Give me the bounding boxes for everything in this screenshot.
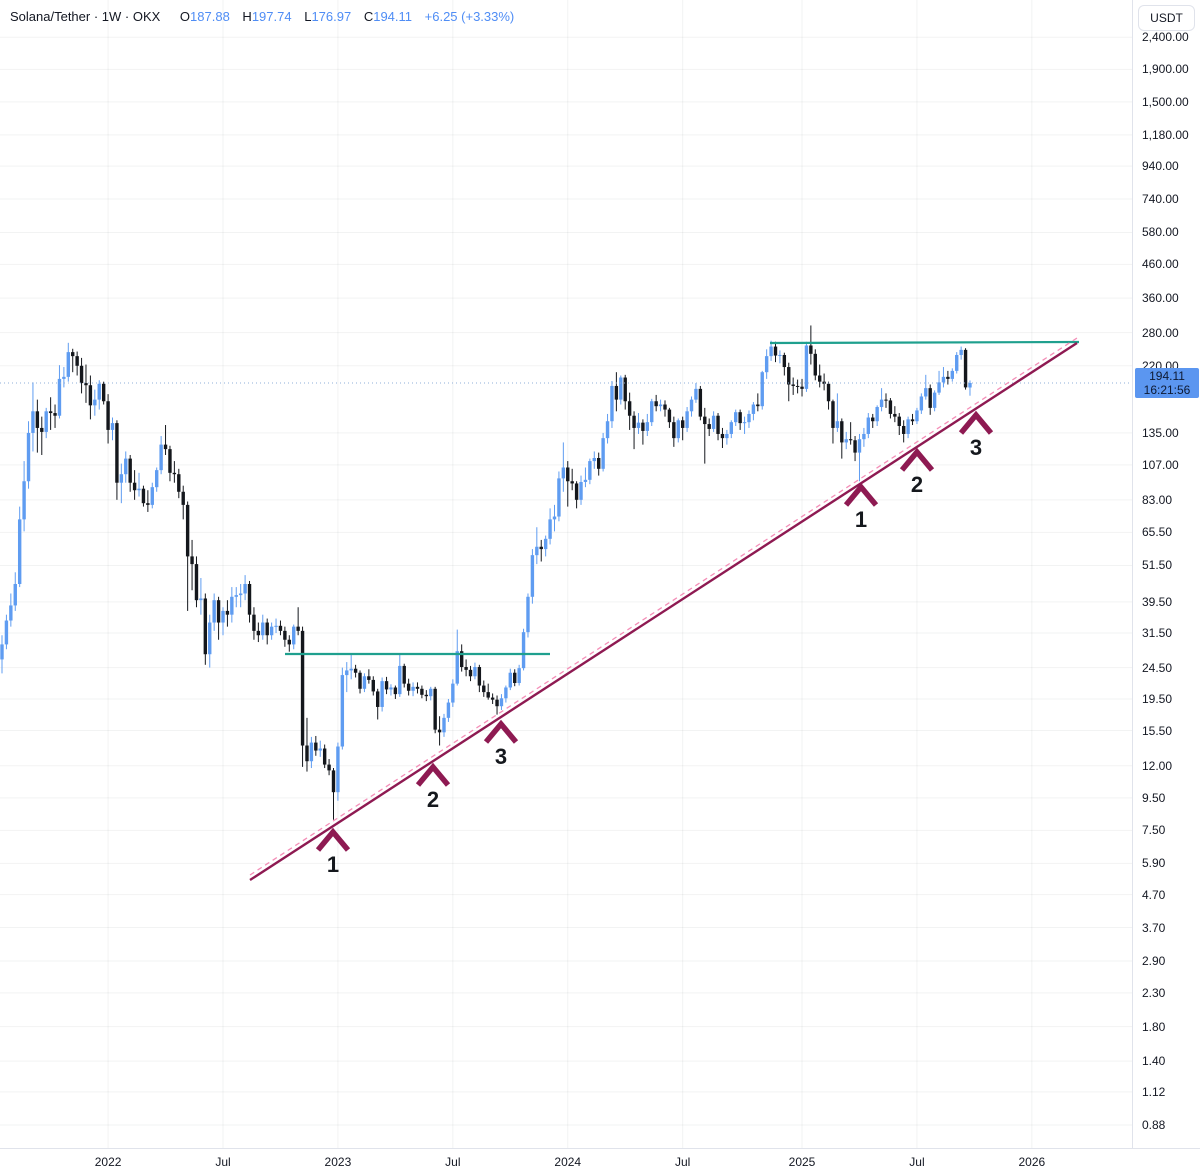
- price-tick-label: 83.00: [1142, 492, 1173, 507]
- price-tick-label: 1,180.00: [1142, 127, 1189, 142]
- trendline-touch-marker[interactable]: 3: [483, 719, 519, 769]
- price-tick-label: 4.70: [1142, 887, 1166, 902]
- price-tick-label: 740.00: [1142, 192, 1179, 206]
- low-value: 176.97: [311, 9, 352, 24]
- symbol-title: Solana/Tether · 1W · OKX: [10, 9, 161, 24]
- currency-toggle-button[interactable]: USDT: [1138, 5, 1195, 31]
- price-tick-label: 2,400.00: [1142, 30, 1189, 45]
- close-label: C: [363, 9, 374, 24]
- price-tick-label: 7.50: [1142, 823, 1166, 838]
- price-tick-label: 580.00: [1142, 225, 1179, 240]
- price-tick-label: 460.00: [1142, 257, 1179, 272]
- price-tick-label: 2.30: [1142, 985, 1166, 1000]
- price-tick-label: 31.50: [1142, 626, 1173, 641]
- price-tick-label: 280.00: [1142, 325, 1179, 340]
- high-value: 197.74: [251, 9, 292, 24]
- chevron-up-icon: [415, 762, 451, 787]
- time-tick-label: Jul: [445, 1155, 461, 1169]
- marker-number: 1: [327, 852, 339, 877]
- chevron-up-icon: [958, 410, 994, 435]
- time-tick-label: 2026: [1018, 1155, 1046, 1169]
- close-value: 194.11: [373, 9, 413, 24]
- last-price-value: 194.11: [1149, 369, 1185, 383]
- marker-number: 2: [427, 787, 439, 812]
- price-tick-label: 19.50: [1142, 691, 1173, 706]
- time-tick-label: 2022: [94, 1155, 122, 1169]
- price-tick-label: 12.00: [1142, 758, 1173, 773]
- chevron-up-icon: [315, 827, 351, 852]
- marker-number: 1: [855, 507, 867, 532]
- price-tick-label: 15.50: [1142, 723, 1173, 738]
- price-tick-label: 3.70: [1142, 920, 1166, 935]
- price-tick-label: 360.00: [1142, 291, 1179, 306]
- chevron-up-icon: [843, 482, 879, 507]
- time-tick-label: 2025: [788, 1155, 816, 1169]
- chart-pane[interactable]: 1 2 3 1 2 3 Solana/Tether · 1W · OKX O187.88 …: [0, 0, 1132, 1148]
- chevron-up-icon: [899, 447, 935, 472]
- candles-layer: [0, 325, 972, 820]
- trendline-touch-marker[interactable]: 1: [843, 482, 879, 532]
- price-tick-label: 39.50: [1142, 594, 1173, 609]
- trendline-touch-marker[interactable]: 2: [415, 762, 451, 812]
- price-tick-label: 1.80: [1142, 1019, 1166, 1034]
- grid-lines: [0, 0, 1132, 1148]
- time-tick-label: 2023: [324, 1155, 352, 1169]
- price-tick-label: 24.50: [1142, 660, 1173, 675]
- price-tick-label: 1.12: [1142, 1084, 1166, 1099]
- symbol-legend: Solana/Tether · 1W · OKX O187.88 H197.74…: [10, 8, 514, 26]
- price-tick-label: 940.00: [1142, 159, 1179, 174]
- trendline-touch-marker[interactable]: 2: [899, 447, 935, 497]
- chevron-up-icon: [483, 719, 519, 744]
- trendline-drawing[interactable]: [249, 337, 1078, 882]
- price-tick-label: 5.90: [1142, 856, 1166, 871]
- bar-countdown: 16:21:56: [1143, 383, 1191, 397]
- price-tick-label: 1,900.00: [1142, 62, 1189, 77]
- marker-number: 3: [970, 435, 982, 460]
- price-tick-label: 2.90: [1142, 954, 1166, 968]
- time-axis[interactable]: 2022 Jul 2023 Jul 2024 Jul 2025 Jul 2026: [0, 1148, 1200, 1176]
- price-tick-label: 107.00: [1142, 457, 1179, 472]
- price-tick-label: 65.50: [1142, 525, 1173, 540]
- time-tick-label: 2024: [554, 1155, 582, 1169]
- time-tick-label: Jul: [675, 1155, 691, 1169]
- price-tick-label: 0.88: [1142, 1117, 1166, 1132]
- resistance-drawing[interactable]: [285, 340, 1080, 656]
- price-tick-label: 135.00: [1142, 425, 1179, 440]
- price-tick-label: 1,500.00: [1142, 94, 1189, 109]
- price-axis[interactable]: USDT 2,400.00 1,900.00 1,500.00 1,180.00 940…: [1132, 0, 1200, 1148]
- price-tick-label: 9.50: [1142, 790, 1166, 805]
- low-label: L: [304, 9, 312, 24]
- open-value: 187.88: [190, 9, 230, 24]
- time-tick-label: Jul: [215, 1155, 231, 1169]
- change-value: +6.25 (+3.33%): [424, 9, 515, 24]
- trendline-touch-marker[interactable]: 1: [315, 827, 351, 877]
- last-price-badge: 194.11 16:21:56: [1135, 368, 1199, 398]
- high-label: H: [242, 9, 252, 24]
- candlestick-chart[interactable]: 1 2 3 1 2 3: [0, 0, 1132, 1148]
- price-tick-label: 51.50: [1142, 558, 1173, 573]
- price-tick-label: 1.40: [1142, 1054, 1166, 1069]
- open-label: O: [179, 9, 191, 24]
- marker-number: 3: [495, 744, 507, 769]
- trendline-touch-marker[interactable]: 3: [958, 410, 994, 460]
- marker-number: 2: [911, 472, 923, 497]
- time-tick-label: Jul: [909, 1155, 925, 1169]
